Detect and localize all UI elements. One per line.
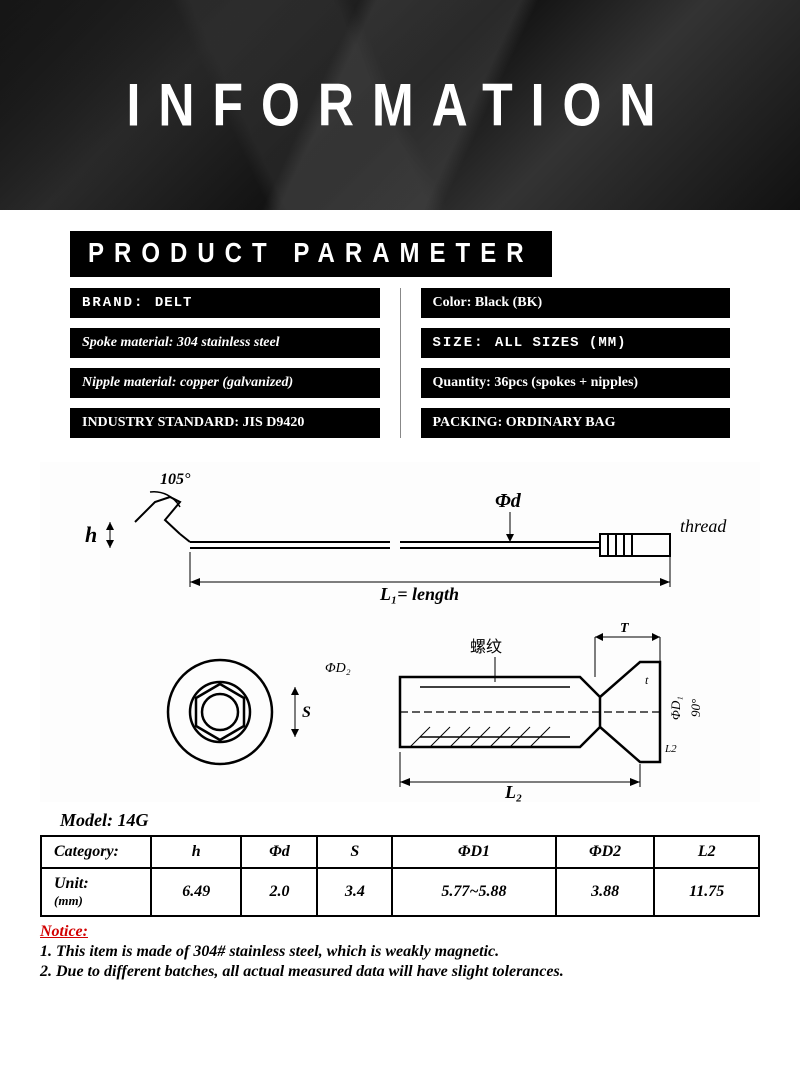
svg-text:105°: 105°	[160, 471, 191, 488]
section-title: PRODUCT PARAMETER	[70, 231, 552, 277]
svg-text:h: h	[85, 522, 97, 547]
svg-text:L2: L2	[664, 743, 677, 755]
info-banner: INFORMATION	[0, 0, 800, 210]
section-title-wrap: PRODUCT PARAMETER	[70, 234, 800, 274]
svg-text:ΦD₁: ΦD₁	[668, 696, 683, 720]
svg-text:thread: thread	[680, 516, 727, 536]
svg-text:L₂: L₂	[504, 782, 522, 802]
params-left-col: BRAND: DELT Spoke material: 304 stainless…	[70, 288, 380, 438]
table-value-row: Unit:(mm)6.492.03.45.77~5.883.8811.75	[41, 868, 759, 916]
table-header-cell: ΦD1	[392, 836, 556, 868]
table-header-cell: Category:	[41, 836, 151, 868]
table-cell: 2.0	[241, 868, 317, 916]
table-cell: 3.88	[556, 868, 655, 916]
notice-line: 2. Due to different batches, all actual …	[40, 963, 760, 981]
table-header-cell: L2	[654, 836, 759, 868]
specs-table: Category:hΦdSΦD1ΦD2L2 Unit:(mm)6.492.03.…	[40, 835, 760, 917]
parameter-grid: BRAND: DELT Spoke material: 304 stainless…	[0, 288, 800, 438]
svg-text:Φd: Φd	[495, 490, 522, 512]
param-pill: Color: Black (BK)	[421, 288, 731, 318]
banner-title: INFORMATION	[126, 70, 673, 140]
param-pill: Nipple material: copper (galvanized)	[70, 368, 380, 398]
svg-text:L₁= length: L₁= length	[379, 584, 459, 604]
params-right-col: Color: Black (BK) SIZE: ALL SIZES (MM) Qua…	[421, 288, 731, 438]
param-pill: SIZE: ALL SIZES (MM)	[421, 328, 731, 358]
table-row-label: Unit:(mm)	[41, 868, 151, 916]
table-cell: 5.77~5.88	[392, 868, 556, 916]
svg-text:S: S	[302, 704, 311, 721]
svg-text:t: t	[645, 673, 649, 687]
svg-text:ΦD₂: ΦD₂	[325, 661, 351, 676]
table-header-cell: S	[317, 836, 392, 868]
table-header-cell: ΦD2	[556, 836, 655, 868]
table-header-cell: h	[151, 836, 241, 868]
model-label: Model: 14G	[60, 810, 800, 831]
table-cell: 11.75	[654, 868, 759, 916]
param-pill: INDUSTRY STANDARD: JIS D9420	[70, 408, 380, 438]
table-cell: 3.4	[317, 868, 392, 916]
svg-text:螺纹: 螺纹	[470, 638, 502, 656]
svg-text:90°: 90°	[688, 699, 703, 717]
notice-line: 1. This item is made of 304# stainless s…	[40, 943, 760, 961]
param-pill: BRAND: DELT	[70, 288, 380, 318]
param-pill: Spoke material: 304 stainless steel	[70, 328, 380, 358]
table-header-cell: Φd	[241, 836, 317, 868]
param-pill: Quantity: 36pcs (spokes + nipples)	[421, 368, 731, 398]
notice-block: Notice: 1. This item is made of 304# sta…	[40, 923, 760, 981]
table-cell: 6.49	[151, 868, 241, 916]
technical-diagram: 105° h Φd thread L₁= length S	[40, 462, 760, 802]
table-header-row: Category:hΦdSΦD1ΦD2L2	[41, 836, 759, 868]
svg-text:T: T	[620, 621, 630, 636]
notice-title: Notice:	[40, 923, 88, 940]
params-divider	[400, 288, 401, 438]
param-pill: PACKING: ORDINARY BAG	[421, 408, 731, 438]
